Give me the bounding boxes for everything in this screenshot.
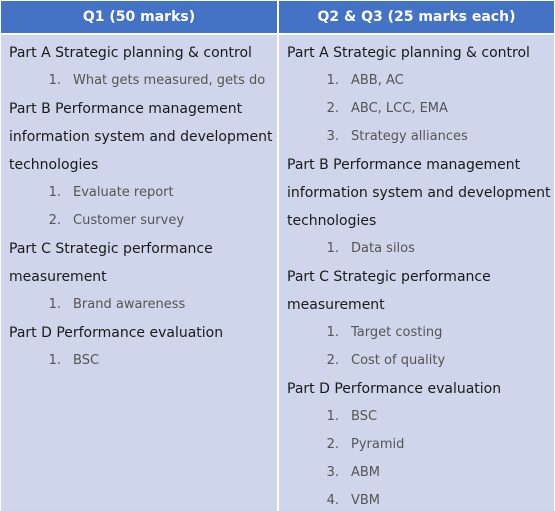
item-number: 3. (326, 465, 339, 480)
item-text: ABM (351, 465, 381, 480)
part-b-title-line: Part B Performance management (287, 157, 521, 173)
header-q2-q3: Q2 & Q3 (25 marks each) (279, 1, 554, 33)
item-number: 4. (326, 493, 339, 508)
item-number: 1. (48, 185, 61, 200)
list-item: 2. ABC, LCC, EMA (279, 95, 554, 123)
list-item: 1. Evaluate report (1, 179, 277, 207)
item-text: Evaluate report (73, 185, 174, 200)
part-c-title-line: Part C Strategic performance (9, 241, 213, 257)
list-item: 1. BSC (279, 403, 554, 431)
table-header-row: Q1 (50 marks) Q2 & Q3 (25 marks each) (1, 1, 554, 35)
item-number: 3. (326, 129, 339, 144)
item-number: 1. (326, 241, 339, 256)
item-text: VBM (351, 493, 381, 508)
column-divider (277, 1, 279, 33)
part-d-title: Part D Performance evaluation (287, 381, 502, 397)
part-c-title-line: measurement (9, 269, 107, 285)
item-number: 1. (326, 325, 339, 340)
column-divider (277, 35, 279, 511)
part-b-title-line: information system and development in (287, 185, 554, 201)
item-text: Cost of quality (351, 353, 446, 368)
item-number: 2. (326, 437, 339, 452)
item-text: Brand awareness (73, 297, 186, 312)
list-item: 1. Brand awareness (1, 291, 277, 319)
item-text: What gets measured, gets do (73, 73, 266, 88)
item-number: 1. (48, 73, 61, 88)
list-item: 2. Customer survey (1, 207, 277, 235)
item-text: Target costing (351, 325, 443, 340)
item-number: 2. (326, 353, 339, 368)
list-item: 1. BSC (1, 347, 277, 375)
header-q1: Q1 (50 marks) (1, 1, 277, 33)
q2-q3-cell: Part A Strategic planning & control 1. A… (279, 35, 554, 511)
item-number: 2. (326, 101, 339, 116)
item-text: Pyramid (351, 437, 405, 452)
part-b-title-line: information system and development in (9, 129, 277, 145)
item-text: Data silos (351, 241, 415, 256)
item-text: ABC, LCC, EMA (351, 101, 448, 116)
part-a-title: Part A Strategic planning & control (287, 45, 530, 61)
list-item: 2. Cost of quality (279, 347, 554, 375)
item-number: 2. (48, 213, 61, 228)
q1-cell: Part A Strategic planning & control 1. W… (1, 35, 277, 511)
item-text: ABB, AC (351, 73, 404, 88)
item-number: 1. (326, 409, 339, 424)
item-text: Customer survey (73, 213, 185, 228)
part-c-title-line: Part C Strategic performance (287, 269, 491, 285)
item-number: 1. (48, 297, 61, 312)
list-item: 1. Data silos (279, 235, 554, 263)
table-body-row: Part A Strategic planning & control 1. W… (1, 35, 554, 511)
list-item: 1. Target costing (279, 319, 554, 347)
item-number: 1. (48, 353, 61, 368)
part-b-title-line: Part B Performance management (9, 101, 243, 117)
list-item: 2. Pyramid (279, 431, 554, 459)
list-item: 3. Strategy alliances (279, 123, 554, 151)
item-number: 1. (326, 73, 339, 88)
list-item: 3. ABM (279, 459, 554, 487)
item-text: BSC (351, 409, 378, 424)
part-d-title: Part D Performance evaluation (9, 325, 224, 341)
part-c-title-line: measurement (287, 297, 385, 313)
list-item: 1. ABB, AC (279, 67, 554, 95)
list-item: 4. VBM (279, 487, 554, 511)
part-a-title: Part A Strategic planning & control (9, 45, 252, 61)
part-b-title-line: technologies (9, 157, 99, 173)
item-text: Strategy alliances (351, 129, 468, 144)
list-item: 1. What gets measured, gets do (1, 67, 277, 95)
part-b-title-line: technologies (287, 213, 377, 229)
item-text: BSC (73, 353, 100, 368)
